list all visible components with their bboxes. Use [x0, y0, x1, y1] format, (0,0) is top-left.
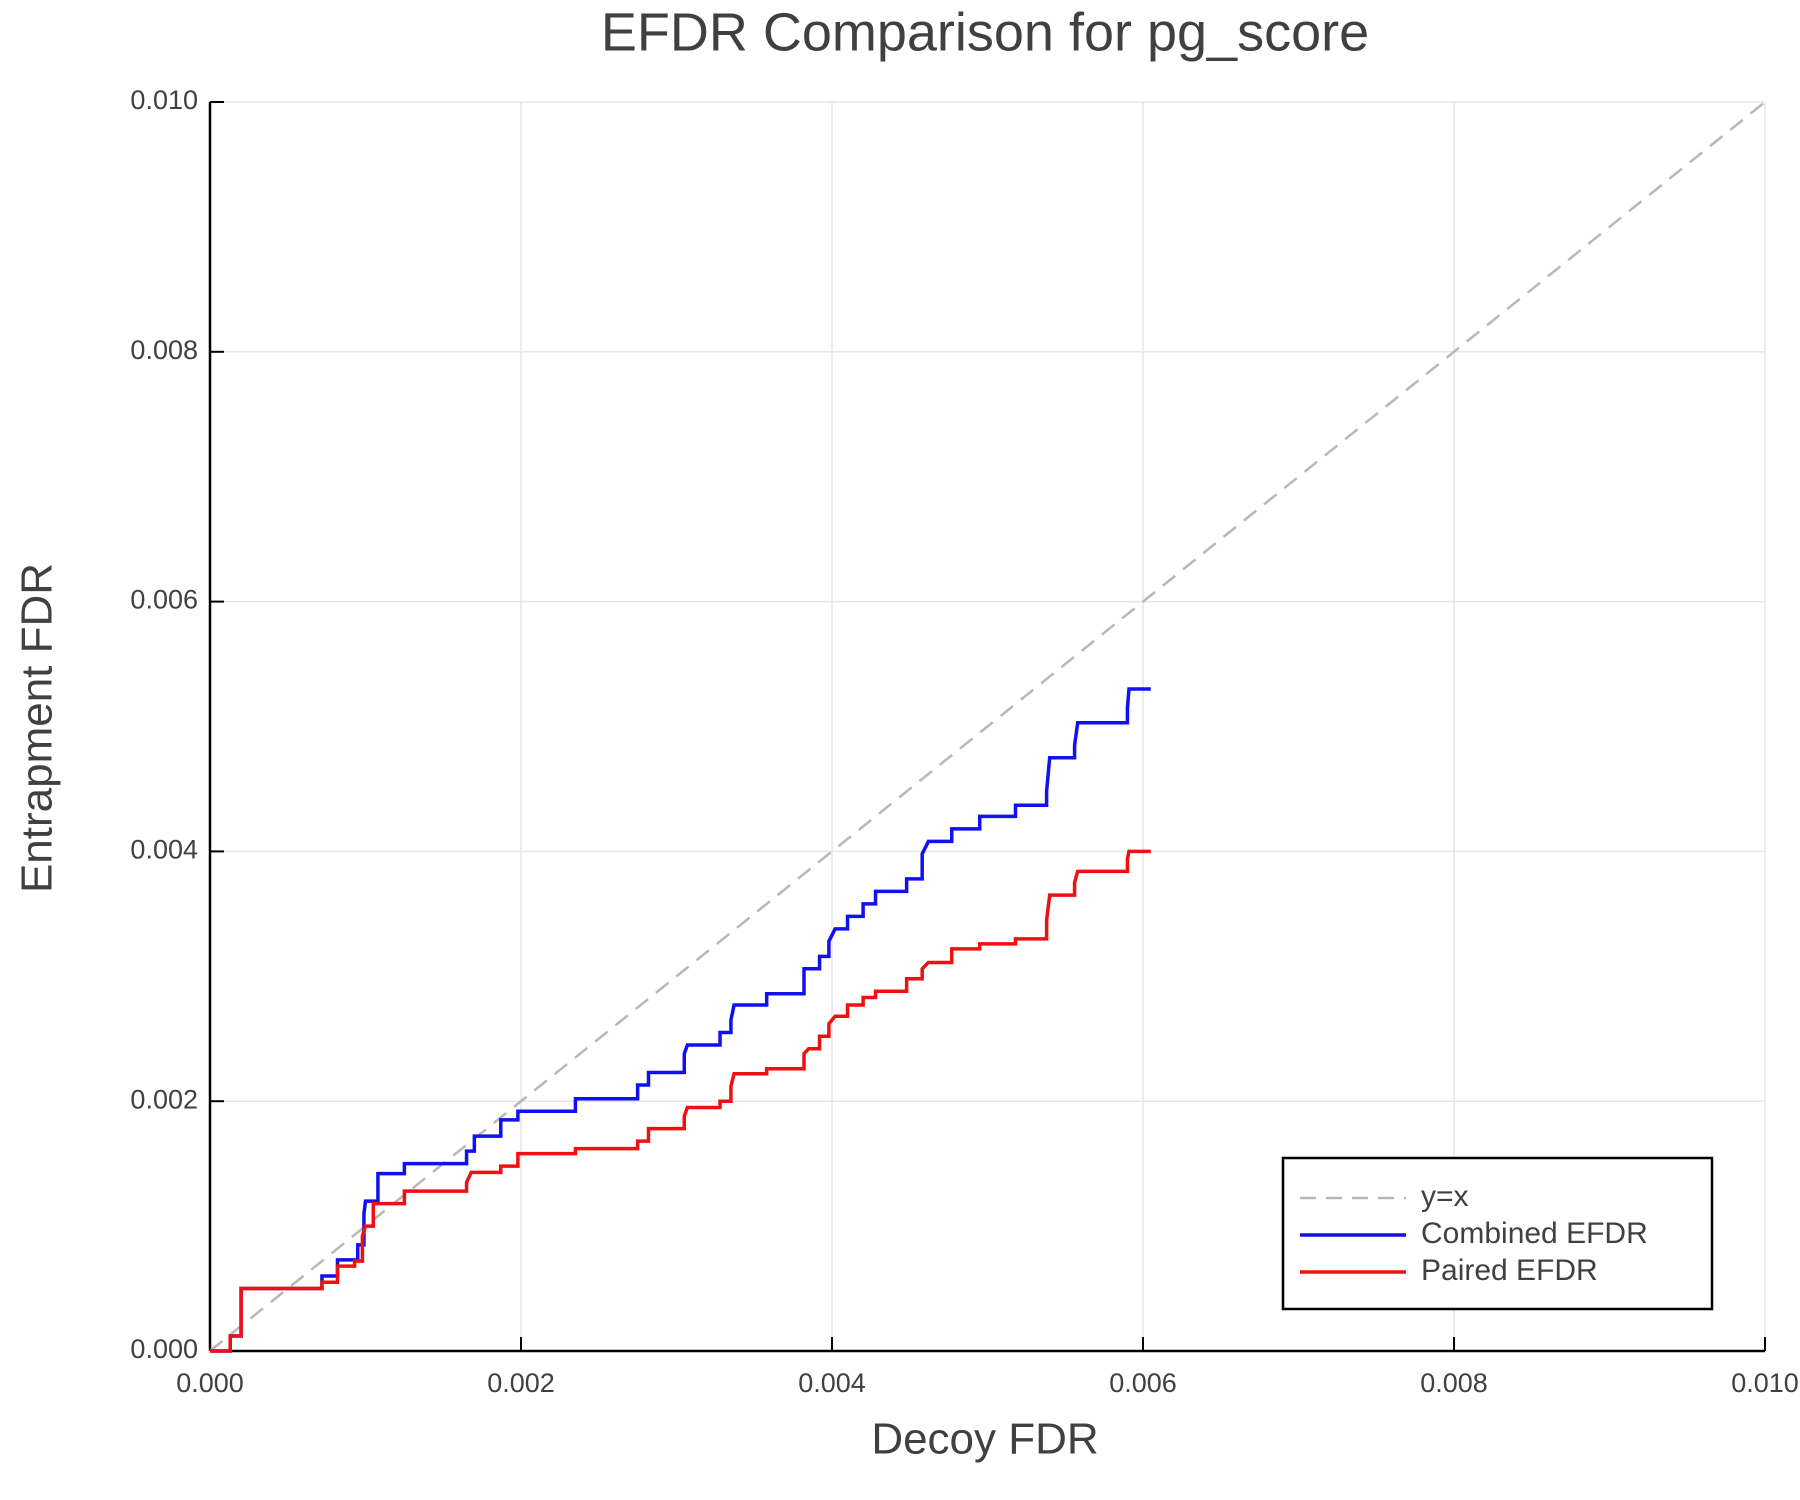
legend-box: [1281, 1156, 1714, 1311]
y-tick-label: 0.006: [130, 585, 198, 615]
y-tick-label: 0.002: [130, 1084, 198, 1114]
legend-label: y=x: [1421, 1180, 1469, 1213]
x-tick-label: 0.006: [1109, 1368, 1177, 1398]
chart-title: EFDR Comparison for pg_score: [601, 2, 1369, 62]
y-axis-label: Entrapment FDR: [13, 563, 62, 893]
x-tick-label: 0.008: [1420, 1368, 1488, 1398]
y-tick-label: 0.010: [130, 85, 198, 115]
series-line: [210, 687, 1151, 1353]
x-tick-label: 0.002: [487, 1368, 555, 1398]
x-tick-label: 0.000: [176, 1368, 244, 1398]
legend: y=x Combined EFDR Paired EFDR: [1281, 1156, 1714, 1311]
y-tick-label: 0.004: [130, 835, 198, 865]
x-tick-label: 0.004: [798, 1368, 866, 1398]
x-tick-label: 0.010: [1731, 1368, 1799, 1398]
x-axis-label: Decoy FDR: [871, 1415, 1098, 1464]
y-tick-label: 0.000: [130, 1334, 198, 1364]
legend-label: Paired EFDR: [1421, 1254, 1598, 1287]
legend-label: Combined EFDR: [1421, 1217, 1648, 1250]
y-tick-label: 0.008: [130, 335, 198, 365]
series-line: [210, 849, 1151, 1353]
series-line: [209, 101, 1766, 1352]
